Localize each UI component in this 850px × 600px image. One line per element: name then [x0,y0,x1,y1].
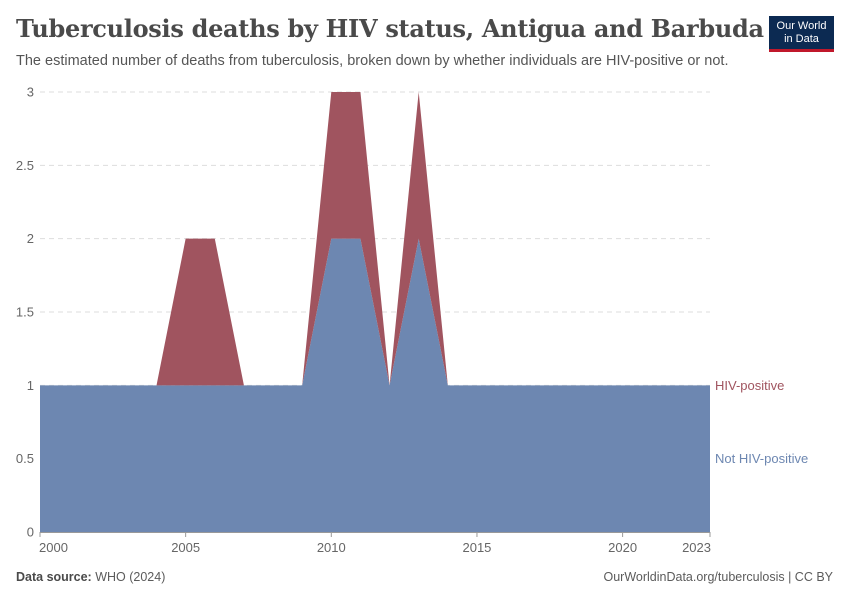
y-tick-label: 0.5 [16,451,34,466]
series-label-not-hiv-positive: Not HIV-positive [715,451,808,466]
data-source-label: Data source: [16,570,92,584]
data-source-value[interactable]: WHO (2024) [95,570,166,584]
y-tick-label: 3 [27,85,34,100]
x-tick-label: 2000 [39,540,68,555]
chart-title: Tuberculosis deaths by HIV status, Antig… [16,14,764,43]
axes: 0 0.5 1 1.5 2 2.5 3 2000 2005 2010 2015 2020 2023 [16,85,711,556]
x-tick-label: 2023 [682,540,711,555]
y-tick-label: 2.5 [16,158,34,173]
owid-logo[interactable]: Our World in Data [769,16,834,52]
stacked-areas [40,92,710,533]
y-tick-label: 1.5 [16,305,34,320]
chart-subtitle: The estimated number of deaths from tube… [16,53,729,69]
area-hiv-positive[interactable] [40,92,710,386]
logo-line-1: Our World [776,20,827,32]
y-tick-label: 0 [27,525,34,540]
x-tick-label: 2020 [608,540,637,555]
x-tick-label: 2005 [171,540,200,555]
series-label-hiv-positive: HIV-positive [715,378,784,393]
data-source: Data source: WHO (2024) [16,570,165,584]
y-tick-label: 1 [27,378,34,393]
area-not-hiv-positive[interactable] [40,238,710,533]
series-labels: Not HIV-positive HIV-positive [715,378,808,466]
x-tick-label: 2015 [462,540,491,555]
footer-link[interactable]: OurWorldinData.org/tuberculosis | CC BY [603,570,834,584]
logo-line-2: in Data [784,33,819,45]
y-tick-label: 2 [27,231,34,246]
x-tick-label: 2010 [317,540,346,555]
